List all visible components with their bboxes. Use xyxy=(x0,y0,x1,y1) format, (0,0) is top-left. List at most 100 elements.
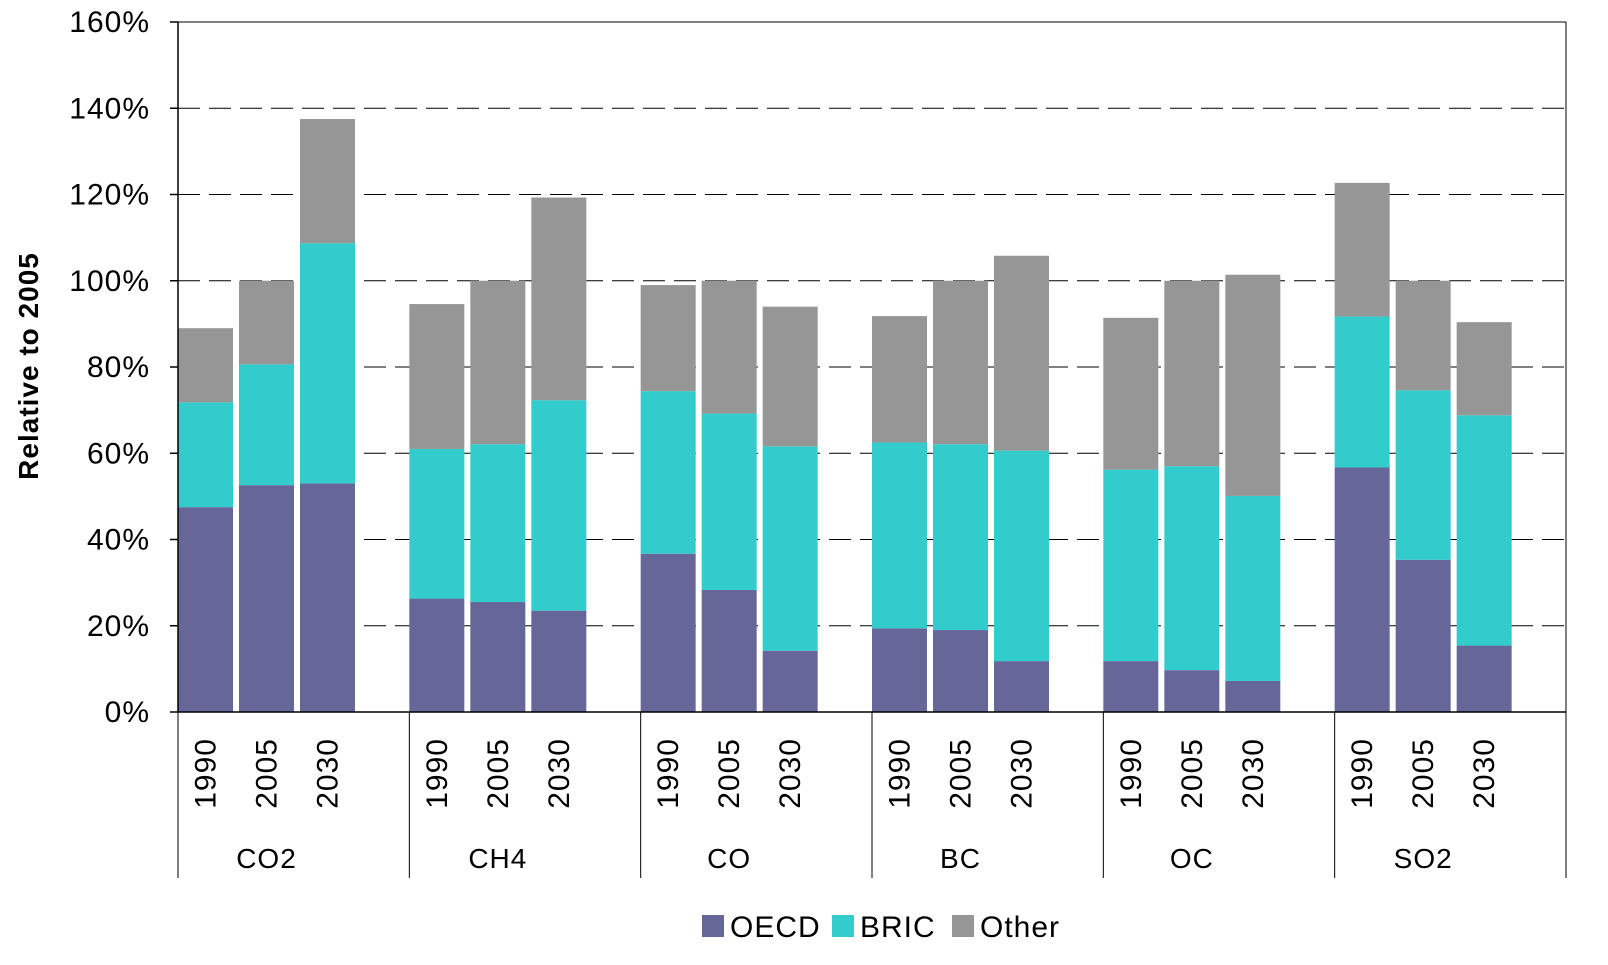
legend-label-bric: BRIC xyxy=(860,911,936,944)
y-tick-label: 40% xyxy=(87,524,150,557)
bar-segment-co-1990-bric xyxy=(640,391,696,554)
bar-segment-so2-2030-bric xyxy=(1456,415,1512,646)
bar-segment-ch4-2005-other xyxy=(470,280,526,445)
year-label: 2030 xyxy=(1237,738,1270,809)
bar-segment-bc-1990-oecd xyxy=(872,628,927,712)
legend-label-oecd: OECD xyxy=(730,911,821,944)
bar-segment-ch4-2030-bric xyxy=(531,400,587,611)
y-tick-label: 20% xyxy=(87,610,150,643)
year-label: 2005 xyxy=(713,738,746,809)
y-tick-label: 140% xyxy=(69,92,150,125)
year-label: 1990 xyxy=(1115,738,1148,809)
bar-segment-co2-2030-other xyxy=(300,119,355,244)
bar-segment-so2-2005-bric xyxy=(1395,390,1451,560)
bar-segment-oc-2005-other xyxy=(1164,280,1220,467)
y-tick-labels: 0% 20% 40% 60% 80% 100% 120% 140% 160% xyxy=(69,6,178,729)
bar-segment-co2-2030-oecd xyxy=(300,483,355,712)
bar-segment-oc-2005-oecd xyxy=(1164,670,1220,712)
year-label: 2030 xyxy=(543,738,576,809)
bar-segment-bc-2030-oecd xyxy=(994,661,1049,712)
bar-segment-co-2005-bric xyxy=(701,413,757,590)
y-tick-label: 60% xyxy=(87,437,150,470)
bar-segment-co-2030-other xyxy=(762,306,818,447)
year-label: 1990 xyxy=(190,738,223,809)
bar-segment-oc-2005-bric xyxy=(1164,466,1220,671)
bar-segment-bc-1990-bric xyxy=(872,442,927,629)
bar-segment-oc-1990-other xyxy=(1103,317,1159,470)
legend-swatch-other xyxy=(952,915,974,937)
group-label: OC xyxy=(1170,843,1214,874)
bar-segment-ch4-1990-other xyxy=(409,304,465,449)
bar-segment-co-1990-oecd xyxy=(640,553,696,712)
group-label: CH4 xyxy=(468,843,527,874)
x-category-labels: 1990 2005 2030 CO2 1990 2005 2030 CH4 1990 2005 20… xyxy=(177,712,1567,878)
legend-swatch-bric xyxy=(832,915,854,937)
bar-segment-so2-2030-other xyxy=(1456,322,1512,416)
bar-segment-co-2005-oecd xyxy=(701,589,757,712)
legend-swatch-oecd xyxy=(702,915,724,937)
bar-segment-ch4-1990-oecd xyxy=(409,598,465,712)
bar-segment-ch4-2005-bric xyxy=(470,444,526,603)
bar-segment-bc-2005-other xyxy=(933,280,988,445)
bars xyxy=(178,119,1512,712)
bar-segment-so2-2005-oecd xyxy=(1395,559,1451,712)
bar-segment-co-2030-bric xyxy=(762,446,818,651)
year-label: 2030 xyxy=(774,738,807,809)
year-label: 2030 xyxy=(1006,738,1039,809)
year-label: 1990 xyxy=(421,738,454,809)
bar-segment-ch4-1990-bric xyxy=(409,448,465,599)
bar-segment-so2-2030-oecd xyxy=(1456,645,1512,712)
bar-segment-co2-2005-other xyxy=(239,280,294,365)
year-label: 2005 xyxy=(251,738,284,809)
bar-segment-oc-2030-bric xyxy=(1225,495,1281,681)
year-label: 2005 xyxy=(1407,738,1440,809)
year-label: 2005 xyxy=(1176,738,1209,809)
group-label: BC xyxy=(940,843,981,874)
bar-segment-so2-2005-other xyxy=(1395,280,1451,391)
bar-segment-co2-1990-bric xyxy=(178,402,233,508)
legend: OECD BRIC Other xyxy=(702,911,1060,944)
year-label: 2005 xyxy=(482,738,515,809)
bar-segment-co2-1990-oecd xyxy=(178,507,233,712)
bar-segment-co-2005-other xyxy=(701,280,757,414)
bar-segment-bc-1990-other xyxy=(872,316,927,443)
bar-segment-co-1990-other xyxy=(640,285,696,392)
y-tick-label: 80% xyxy=(87,351,150,384)
year-label: 2005 xyxy=(945,738,978,809)
year-label: 1990 xyxy=(652,738,685,809)
bar-segment-ch4-2005-oecd xyxy=(470,602,526,712)
bar-segment-co2-2005-bric xyxy=(239,364,294,486)
y-tick-label: 100% xyxy=(69,265,150,298)
bar-segment-so2-1990-oecd xyxy=(1334,467,1390,712)
bar-segment-oc-2030-other xyxy=(1225,274,1281,496)
bar-segment-co2-2030-bric xyxy=(300,243,355,484)
group-label: SO2 xyxy=(1394,843,1453,874)
bar-segment-ch4-2030-other xyxy=(531,197,587,401)
group-label: CO xyxy=(707,843,751,874)
bar-segment-bc-2005-oecd xyxy=(933,630,988,712)
year-label: 1990 xyxy=(1346,738,1379,809)
bar-segment-co-2030-oecd xyxy=(762,650,818,712)
year-label: 1990 xyxy=(884,738,917,809)
bar-segment-ch4-2030-oecd xyxy=(531,610,587,712)
bar-segment-co2-2005-oecd xyxy=(239,485,294,712)
y-axis-title: Relative to 2005 xyxy=(13,252,44,480)
year-label: 2030 xyxy=(312,738,345,809)
group-label: CO2 xyxy=(236,843,297,874)
y-tick-label: 0% xyxy=(105,696,150,729)
bar-segment-oc-1990-bric xyxy=(1103,469,1159,662)
bar-segment-so2-1990-other xyxy=(1334,182,1390,317)
year-label: 2030 xyxy=(1468,738,1501,809)
legend-label-other: Other xyxy=(980,911,1060,944)
bar-segment-bc-2005-bric xyxy=(933,444,988,631)
y-tick-label: 120% xyxy=(69,179,150,212)
bar-segment-bc-2030-other xyxy=(994,255,1049,451)
bar-segment-so2-1990-bric xyxy=(1334,316,1390,468)
bar-segment-oc-1990-oecd xyxy=(1103,661,1159,712)
bar-segment-oc-2030-oecd xyxy=(1225,680,1281,712)
bar-segment-co2-1990-other xyxy=(178,328,233,403)
bar-segment-bc-2030-bric xyxy=(994,450,1049,662)
y-tick-label: 160% xyxy=(69,6,150,39)
